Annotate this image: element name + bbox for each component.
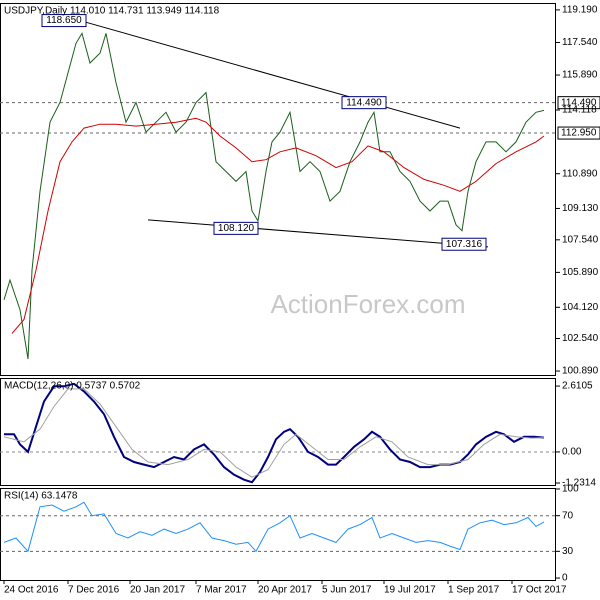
series-line bbox=[3, 32, 545, 360]
x-tick-label: 24 Oct 2016 bbox=[4, 585, 59, 596]
watermark: ActionForex.com bbox=[270, 289, 465, 319]
x-tick-label: 7 Dec 2016 bbox=[68, 585, 120, 596]
annotation-box bbox=[41, 14, 87, 28]
annotation-label: 118.650 bbox=[46, 15, 82, 26]
y-tick-label: 0 bbox=[562, 573, 568, 584]
annotation-label: 108.120 bbox=[218, 223, 255, 234]
x-tick-label: 20 Apr 2017 bbox=[258, 585, 312, 596]
series-line bbox=[3, 501, 545, 553]
x-tick-label: 20 Jan 2017 bbox=[130, 585, 185, 596]
level-label: 112.950 bbox=[561, 128, 597, 139]
annotation-box bbox=[441, 237, 487, 251]
annotation-box bbox=[341, 96, 387, 110]
current-price-label: 114.118 bbox=[562, 105, 597, 116]
x-tick-label: 5 Jun 2017 bbox=[322, 585, 372, 596]
panel-frame bbox=[0, 488, 556, 581]
series-line bbox=[3, 388, 545, 478]
panel-frame bbox=[0, 3, 556, 376]
y-tick-label: 104.120 bbox=[562, 302, 599, 313]
level-label-box bbox=[557, 126, 600, 140]
y-tick-label: 119.190 bbox=[562, 5, 598, 16]
y-tick-label: 102.540 bbox=[562, 333, 599, 344]
y-tick-label: 0.00 bbox=[562, 447, 582, 458]
y-tick-label: 30 bbox=[562, 546, 574, 557]
x-tick-label: 1 Sep 2017 bbox=[448, 585, 500, 596]
panel-title: RSI(14) 63.1478 bbox=[4, 491, 78, 502]
y-tick-label: 100 bbox=[562, 484, 579, 495]
y-tick-label: 115.890 bbox=[562, 70, 598, 81]
annotation-label: 114.490 bbox=[346, 97, 382, 108]
x-tick-label: 19 Jul 2017 bbox=[384, 585, 436, 596]
trendline bbox=[79, 20, 461, 129]
y-tick-label: 117.540 bbox=[562, 37, 598, 48]
panel-title: MACD(12,26,9) 0.5737 0.5702 bbox=[4, 381, 141, 392]
y-tick-label: 70 bbox=[562, 510, 574, 521]
panel-frame bbox=[0, 378, 556, 486]
y-tick-label: 109.130 bbox=[562, 203, 599, 214]
level-label: 114.490 bbox=[561, 97, 597, 108]
x-tick-label: 17 Oct 2017 bbox=[512, 585, 567, 596]
y-tick-label: 100.890 bbox=[562, 366, 599, 377]
y-tick-label: 110.890 bbox=[562, 168, 598, 179]
level-label-box bbox=[557, 96, 600, 110]
trendline bbox=[147, 219, 489, 248]
annotation-box bbox=[213, 221, 259, 235]
y-tick-label: -1.2314 bbox=[562, 478, 596, 489]
x-tick-label: 7 Mar 2017 bbox=[196, 585, 247, 596]
y-tick-label: 105.890 bbox=[562, 267, 599, 278]
y-tick-label: 2.6105 bbox=[562, 381, 593, 392]
annotation-label: 107.316 bbox=[446, 239, 483, 250]
series-line bbox=[11, 117, 545, 334]
y-tick-label: 107.540 bbox=[562, 234, 599, 245]
panel-title: USDJPY,Daily 114.010 114.731 113.949 114… bbox=[4, 6, 220, 17]
